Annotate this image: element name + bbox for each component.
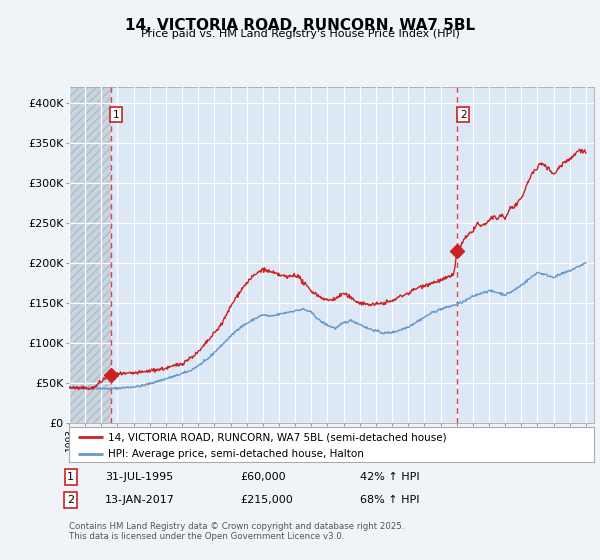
Text: 31-JUL-1995: 31-JUL-1995 — [105, 472, 173, 482]
Text: £215,000: £215,000 — [240, 495, 293, 505]
Text: 2: 2 — [67, 495, 74, 505]
Text: 1: 1 — [113, 110, 120, 120]
Text: HPI: Average price, semi-detached house, Halton: HPI: Average price, semi-detached house,… — [109, 449, 364, 459]
Text: 14, VICTORIA ROAD, RUNCORN, WA7 5BL (semi-detached house): 14, VICTORIA ROAD, RUNCORN, WA7 5BL (sem… — [109, 432, 447, 442]
Text: 1: 1 — [67, 472, 74, 482]
Text: 13-JAN-2017: 13-JAN-2017 — [105, 495, 175, 505]
Text: Price paid vs. HM Land Registry's House Price Index (HPI): Price paid vs. HM Land Registry's House … — [140, 29, 460, 39]
Text: 14, VICTORIA ROAD, RUNCORN, WA7 5BL: 14, VICTORIA ROAD, RUNCORN, WA7 5BL — [125, 18, 475, 33]
Text: £60,000: £60,000 — [240, 472, 286, 482]
Text: 2: 2 — [460, 110, 466, 120]
Text: 68% ↑ HPI: 68% ↑ HPI — [360, 495, 419, 505]
Text: Contains HM Land Registry data © Crown copyright and database right 2025.
This d: Contains HM Land Registry data © Crown c… — [69, 522, 404, 542]
Text: 42% ↑ HPI: 42% ↑ HPI — [360, 472, 419, 482]
Bar — [69, 87, 110, 423]
